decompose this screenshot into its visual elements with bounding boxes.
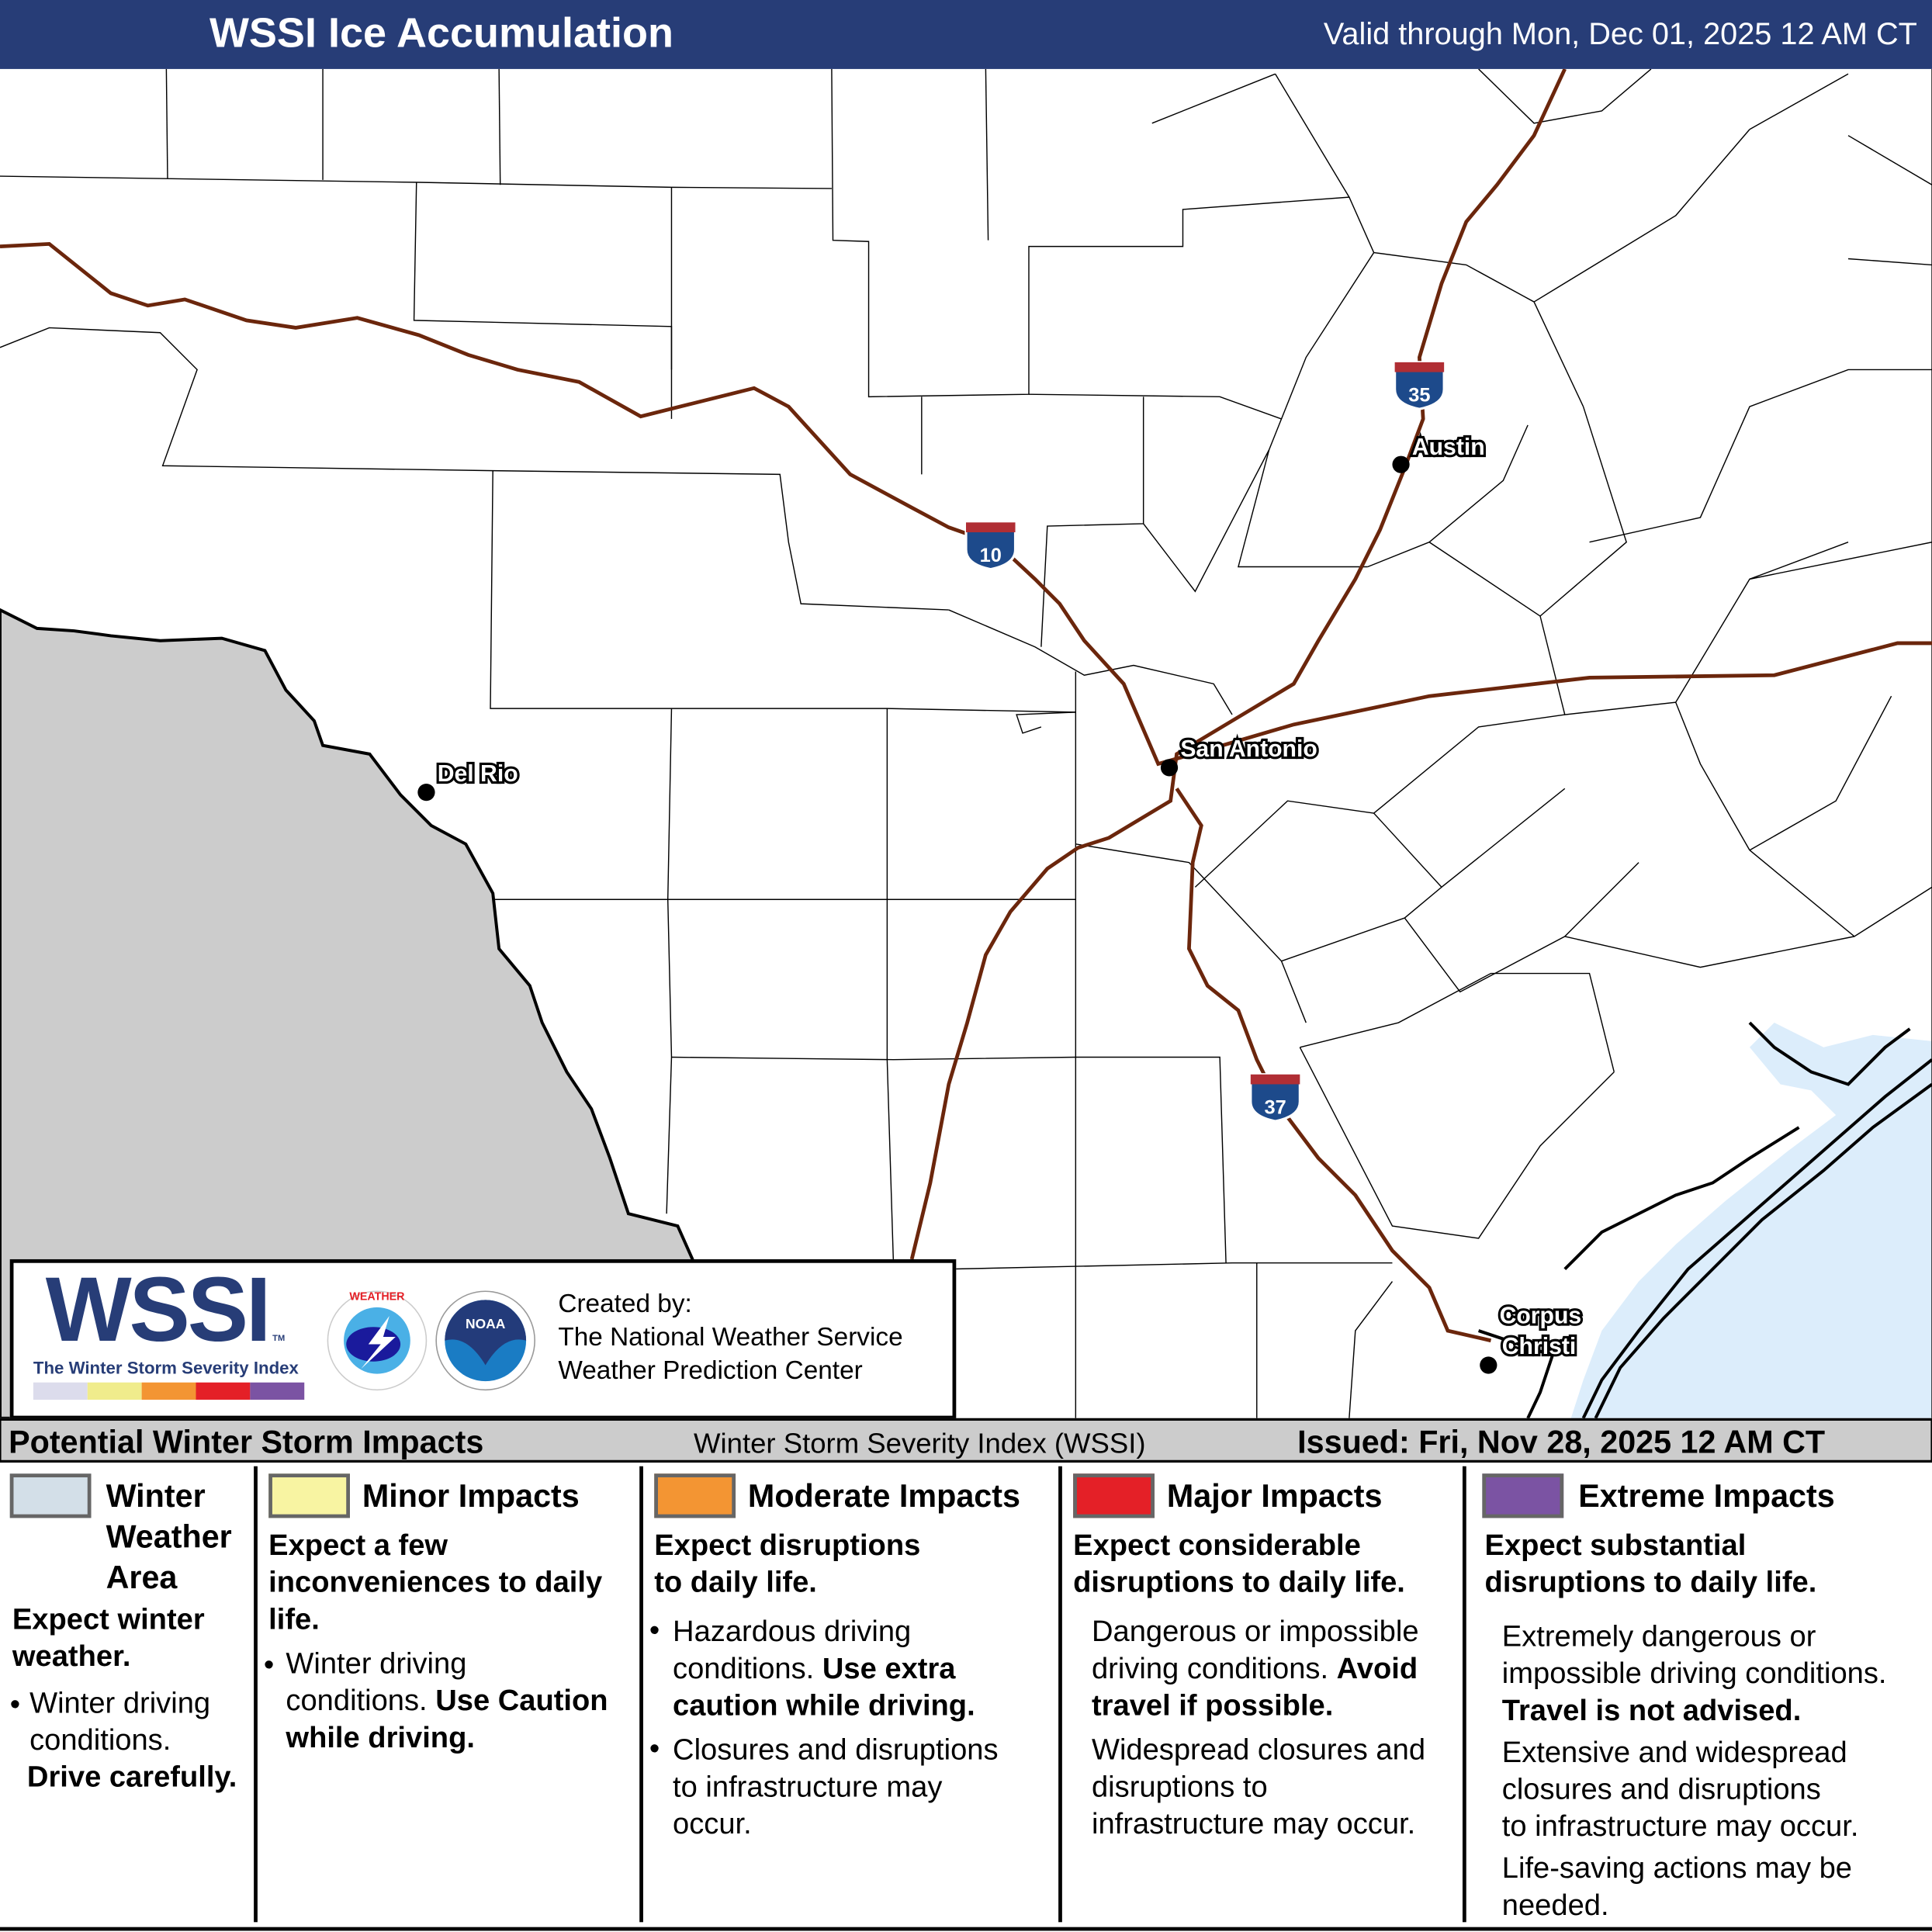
wssi-subtitle: The Winter Storm Severity Index [33, 1357, 299, 1378]
divider [639, 1466, 643, 1923]
legend-minor-impacts: Minor Impacts Expect a few inconveniences… [258, 1461, 638, 1924]
legend-header: Potential Winter Storm Impacts Winter St… [0, 1418, 1932, 1463]
category-title: Major Impacts [1166, 1477, 1383, 1515]
austin-dot [1392, 455, 1410, 473]
category-detail: Winter driving conditions. Use Caution whi… [286, 1647, 608, 1755]
category-summary: Expect a few inconveniences to daily life. [268, 1529, 603, 1636]
category-title: Minor Impacts [362, 1477, 580, 1515]
category-title: Winter Weather Area [106, 1477, 232, 1596]
impact-legend: Winter Weather Area Expect winter weather. … [0, 1461, 1932, 1932]
divider [254, 1466, 258, 1923]
nws-logo-icon: WEATHER [327, 1290, 428, 1391]
noaa-logo-icon: NOAA [435, 1290, 535, 1391]
bullet: • [649, 1732, 660, 1766]
category-detail: Widespread closures and disruptions to inf… [1091, 1733, 1426, 1841]
swatch-major [1073, 1473, 1155, 1518]
category-title: Extreme Impacts [1578, 1477, 1835, 1515]
cities: Austin San Antonio Del Rio Corpus Christ… [417, 432, 1584, 1374]
wssi-logo: WSSI TM [46, 1264, 286, 1356]
city-del-rio: Del Rio [438, 761, 518, 787]
credit-wpc: Weather Prediction Center [558, 1356, 863, 1385]
del-rio-dot [417, 783, 435, 802]
category-detail: Dangerous or impossible driving condition… [1091, 1615, 1419, 1723]
svg-text:WEATHER: WEATHER [349, 1290, 405, 1303]
trademark: TM [272, 1334, 286, 1343]
legend-extreme-impacts: Extreme Impacts Expect substantial disrup… [1467, 1461, 1932, 1924]
category-detail: Hazardous driving conditions. Use extra ca… [673, 1615, 975, 1723]
legend-major-impacts: Major Impacts Expect considerable disrupt… [1063, 1461, 1461, 1924]
swatch-minor [268, 1473, 350, 1518]
interstate-10-shield: 10 [964, 521, 1017, 571]
category-detail: Closures and disruptions to infrastructur… [673, 1733, 999, 1841]
city-san-antonio: San Antonio [1180, 736, 1317, 762]
category-detail: Life-saving actions may be needed. [1501, 1851, 1853, 1923]
credit-nws: The National Weather Service [558, 1323, 903, 1352]
interstate-35 [909, 68, 1567, 1260]
swatch-winter-weather [9, 1473, 92, 1518]
bottom-border [0, 1927, 1932, 1931]
category-summary: Expect considerable disruptions to daily … [1073, 1529, 1405, 1600]
map-title: WSSI Ice Accumulation [209, 9, 673, 57]
interstate-37-number: 37 [1264, 1097, 1286, 1119]
created-by-label: Created by: [558, 1290, 692, 1319]
credits-box: WSSI TM The Winter Storm Severity Index W… [9, 1259, 957, 1420]
interstate-35-shield: 35 [1394, 361, 1446, 410]
map: 10 35 37 Austin San Antonio Del Rio Corp… [0, 68, 1932, 1418]
valid-time: Valid through Mon, Dec 01, 2025 12 AM CT [1323, 17, 1917, 52]
city-christi: Christi [1502, 1334, 1577, 1359]
category-title: Moderate Impacts [747, 1477, 1020, 1515]
header: WSSI Ice Accumulation Valid through Mon,… [0, 0, 1932, 69]
category-summary: Expect substantial disruptions to daily l… [1484, 1529, 1817, 1600]
category-detail: Extensive and widespread closures and dis… [1501, 1736, 1859, 1844]
legend-index-name: Winter Storm Severity Index (WSSI) [694, 1426, 1146, 1459]
interstate-10-number: 10 [980, 545, 1002, 566]
divider [1058, 1466, 1062, 1923]
city-corpus: Corpus [1500, 1304, 1582, 1329]
wssi-wordmark: WSSI [45, 1258, 272, 1361]
issued-time: Issued: Fri, Nov 28, 2025 12 AM CT [1297, 1423, 1826, 1460]
interstate-10 [0, 242, 1932, 767]
category-summary: Expect disruptions to daily life. [654, 1529, 921, 1600]
interstate-shields: 10 35 37 [964, 361, 1446, 1123]
category-summary: Expect winter weather. [12, 1603, 205, 1674]
coastline [1477, 1021, 1932, 1418]
legend-winter-weather-area: Winter Weather Area Expect winter weather. … [0, 1461, 254, 1924]
category-detail: Extremely dangerous or impossible driving… [1501, 1620, 1887, 1728]
bullet: • [263, 1648, 275, 1682]
divider [1462, 1466, 1466, 1923]
legend-title: Potential Winter Storm Impacts [9, 1423, 484, 1460]
corpus-christi-dot [1480, 1356, 1497, 1374]
bullet: • [649, 1614, 660, 1648]
mexico-area [0, 608, 694, 1418]
noaa-text: NOAA [466, 1316, 506, 1331]
swatch-extreme [1482, 1473, 1564, 1518]
bullet: • [9, 1688, 21, 1722]
interstate-35-number: 35 [1408, 385, 1430, 407]
credits: Created by: The National Weather Service… [558, 1287, 902, 1387]
swatch-moderate [654, 1473, 736, 1518]
severity-color-bar [33, 1382, 305, 1400]
city-austin: Austin [1412, 435, 1485, 460]
legend-moderate-impacts: Moderate Impacts Expect disruptions to da… [645, 1461, 1058, 1924]
interstate-37-shield: 37 [1249, 1073, 1301, 1123]
category-detail: Winter driving conditions. Drive carefully… [26, 1686, 237, 1795]
san-antonio-dot [1160, 759, 1179, 777]
